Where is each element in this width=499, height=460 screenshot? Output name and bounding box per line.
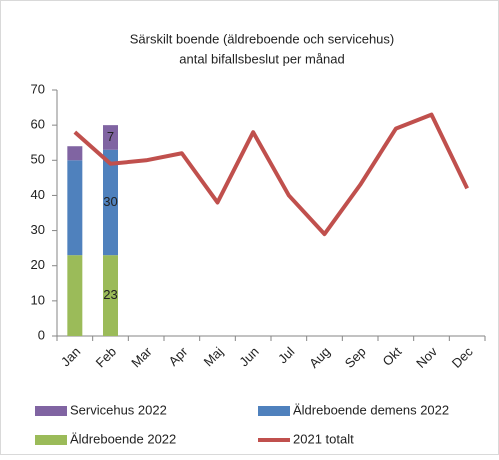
y-tick-label: 30 [31, 222, 45, 237]
data-label: 30 [103, 194, 117, 209]
chart-subtitle: antal bifallsbeslut per månad [179, 51, 345, 66]
bar-segment [67, 255, 83, 336]
bar-segment [67, 160, 83, 256]
bar-segment [103, 255, 118, 336]
legend-marker [258, 406, 290, 416]
line-series [73, 112, 469, 237]
data-label: 23 [103, 287, 117, 302]
legend-label: Servicehus 2022 [70, 402, 167, 417]
chart-title: Särskilt boende (äldreboende och service… [130, 31, 395, 46]
y-tick-label: 10 [31, 292, 45, 307]
legend-marker [35, 435, 67, 445]
y-tick-label: 0 [38, 327, 45, 342]
y-tick-label: 70 [31, 81, 45, 96]
bar-segment [103, 149, 118, 256]
y-tick-label: 40 [31, 187, 45, 202]
data-label: 7 [107, 129, 114, 144]
legend-label: Äldreboende 2022 [70, 431, 176, 446]
legend-marker [35, 406, 67, 416]
bar-segment [67, 146, 83, 161]
y-tick-label: 20 [31, 257, 45, 272]
y-tick-label: 60 [31, 117, 45, 132]
y-tick-label: 50 [31, 152, 45, 167]
bar-segment [103, 125, 118, 150]
legend-label: Äldreboende demens 2022 [293, 402, 449, 417]
legend-label: 2021 totalt [293, 431, 354, 446]
